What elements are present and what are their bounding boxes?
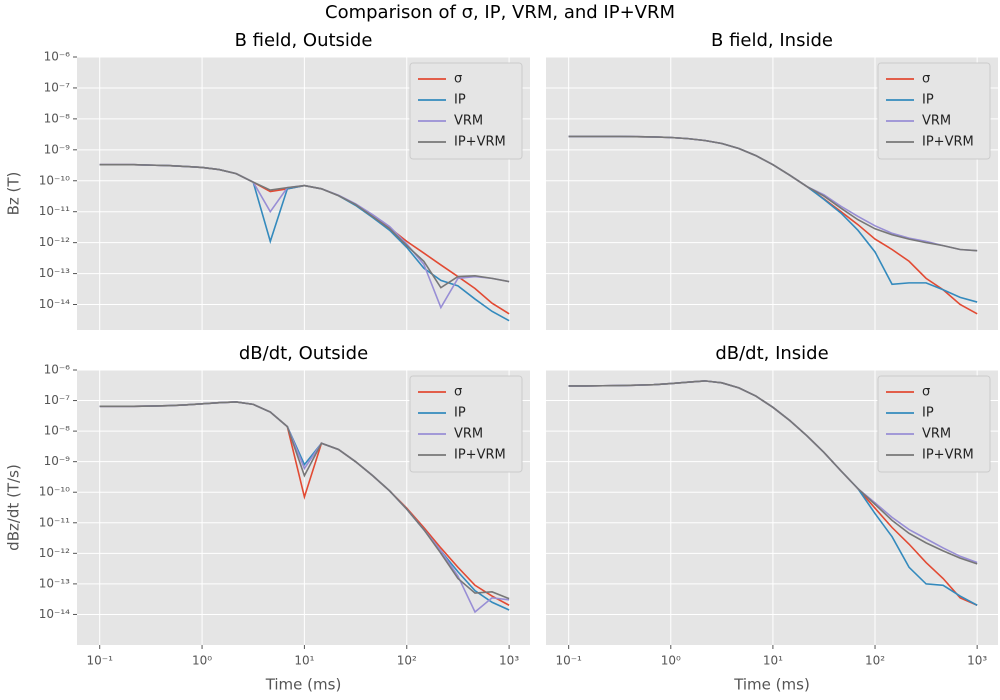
panel-title: B field, Inside	[711, 30, 833, 51]
legend-label: VRM	[454, 114, 483, 129]
x-tick-label: 10⁰	[192, 654, 212, 668]
legend-label: σ	[922, 385, 930, 400]
legend-box	[877, 375, 991, 473]
legend-label: VRM	[922, 114, 951, 129]
y-tick-label: 10⁻¹⁴	[39, 297, 70, 311]
y-tick-label: 10⁻¹²	[39, 235, 70, 249]
panel-title: B field, Outside	[235, 30, 373, 51]
legend-label: IP+VRM	[454, 135, 506, 150]
y-tick-label: 10⁻¹⁴	[39, 607, 70, 621]
y-tick-label: 10⁻⁹	[44, 142, 71, 156]
x-tick-label: 10³	[967, 654, 987, 668]
series-line	[568, 380, 978, 565]
x-tick-label: 10⁻¹	[86, 654, 113, 668]
x-tick-label: 10⁰	[661, 654, 681, 668]
y-tick-label: 10⁻¹²	[39, 546, 70, 560]
x-tick-label: 10²	[397, 654, 417, 668]
x-axis-label: Time (ms)	[733, 676, 810, 694]
legend-label: IP	[454, 406, 466, 421]
x-tick-label: 10⁻¹	[555, 654, 582, 668]
series-line	[99, 401, 510, 600]
legend-label: σ	[922, 72, 930, 87]
legend-box	[409, 62, 523, 160]
y-tick-label: 10⁻⁶	[44, 363, 71, 377]
x-tick-label: 10¹	[763, 654, 783, 668]
legend-box	[409, 375, 523, 473]
legend-label: IP	[922, 406, 934, 421]
y-tick-label: 10⁻¹⁰	[39, 173, 70, 187]
y-tick-label: 10⁻⁹	[44, 454, 71, 468]
figure-title: Comparison of σ, IP, VRM, and IP+VRM	[325, 2, 675, 23]
legend-label: σ	[454, 385, 462, 400]
plot-lines	[99, 401, 510, 614]
y-tick-label: 10⁻⁸	[44, 424, 71, 438]
y-tick-label: 10⁻¹¹	[39, 515, 70, 529]
x-tick-label: 10³	[499, 654, 519, 668]
y-axis-label: Bz (T)	[5, 172, 23, 216]
series-line	[99, 163, 510, 289]
legend-box	[877, 62, 991, 160]
y-axis-label: dBz/dt (T/s)	[5, 464, 23, 551]
plot-lines	[99, 163, 510, 322]
panel-title: dB/dt, Outside	[239, 343, 368, 364]
legend-label: VRM	[922, 427, 951, 442]
y-tick-label: 10⁻⁶	[44, 50, 71, 64]
legend-label: VRM	[454, 427, 483, 442]
y-tick-label: 10⁻⁸	[44, 111, 71, 125]
series-line	[568, 135, 978, 252]
plot-lines	[568, 380, 978, 606]
legend-label: IP	[454, 93, 466, 108]
y-tick-label: 10⁻¹³	[39, 576, 70, 590]
plot-lines	[568, 135, 978, 315]
y-tick-label: 10⁻¹¹	[39, 204, 70, 218]
legend-label: IP+VRM	[454, 448, 506, 463]
panel-title: dB/dt, Inside	[715, 343, 828, 364]
legend-label: IP+VRM	[922, 448, 974, 463]
legend-label: σ	[454, 72, 462, 87]
x-tick-label: 10²	[865, 654, 885, 668]
legend-label: IP	[922, 93, 934, 108]
y-tick-label: 10⁻⁷	[44, 80, 71, 94]
x-axis-label: Time (ms)	[265, 676, 342, 694]
x-tick-label: 10¹	[294, 654, 314, 668]
y-tick-label: 10⁻⁷	[44, 393, 71, 407]
y-tick-label: 10⁻¹³	[39, 266, 70, 280]
legend-label: IP+VRM	[922, 135, 974, 150]
y-tick-label: 10⁻¹⁰	[39, 485, 70, 499]
